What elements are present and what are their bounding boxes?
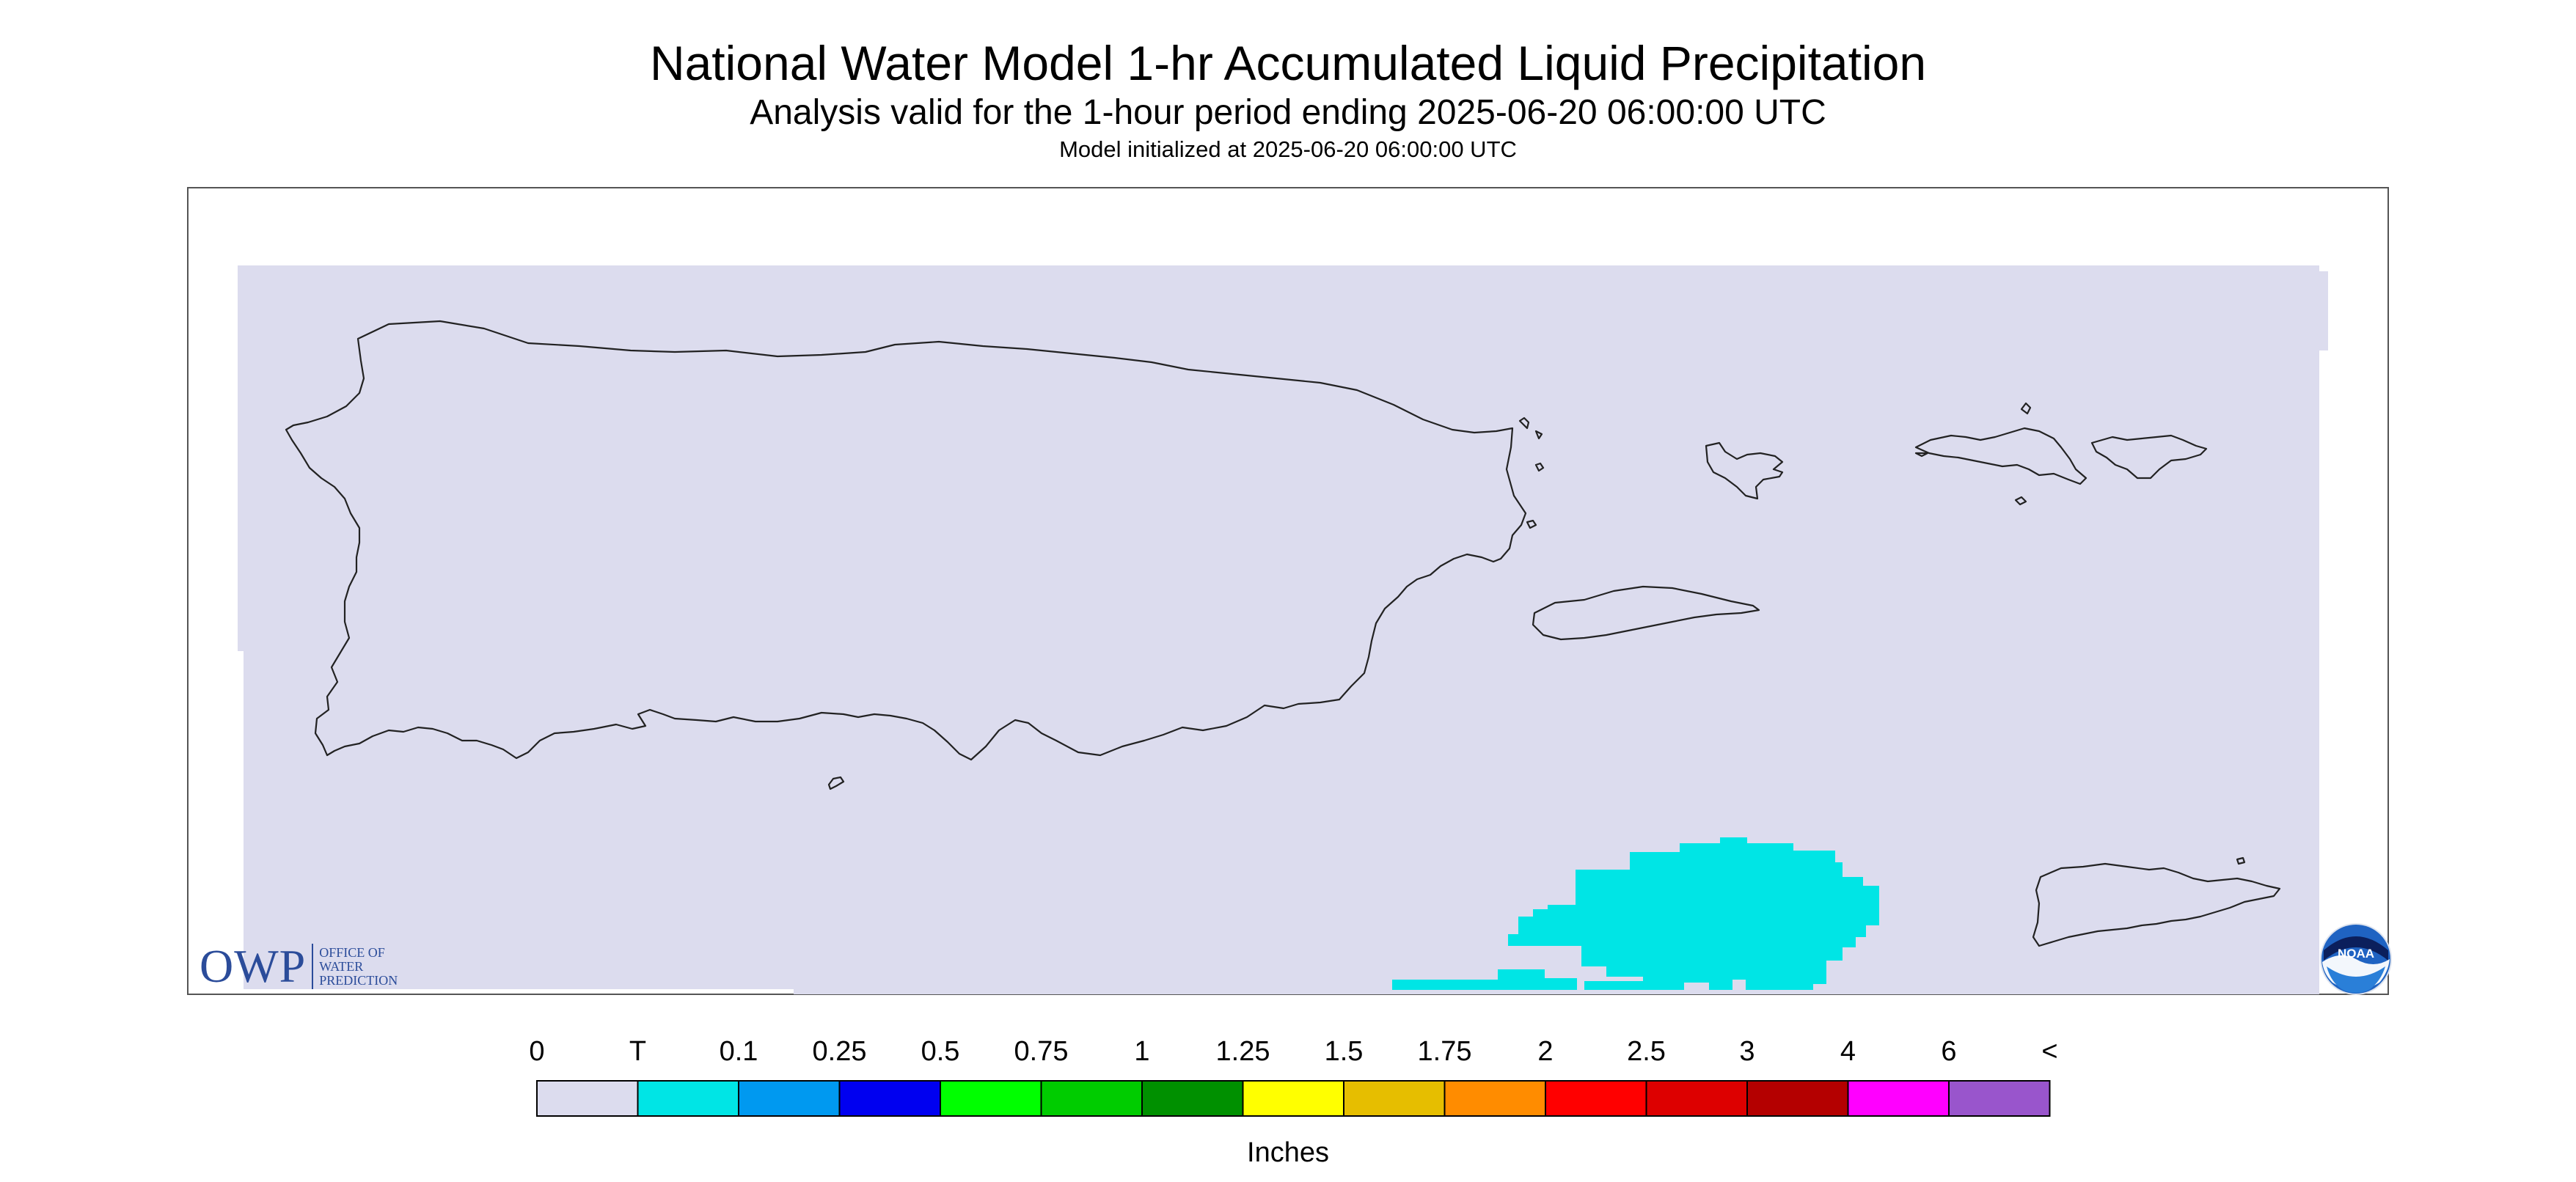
culebra-island-outline [1705, 441, 1784, 500]
legend-tick-label: 2 [1537, 1036, 1553, 1067]
st-thomas-outline [1914, 427, 2087, 485]
legend-tick-label: 3 [1739, 1036, 1754, 1067]
owp-logo-line-2: WATER [319, 958, 364, 974]
legend-bin [1847, 1080, 1950, 1117]
legend-tick-label: 0.25 [813, 1036, 867, 1067]
owp-logo-line-3: PREDICTION [319, 972, 398, 988]
legend-tick-label: 1.25 [1216, 1036, 1270, 1067]
vieques-outline [1532, 585, 1760, 641]
legend-tick-labels: 0 T 0.1 0.25 0.5 0.75 1 1.25 1.5 1.75 2 2.5 3 4 6 < [529, 1036, 2057, 1067]
coastlines [285, 320, 2281, 947]
legend-bin [1343, 1080, 1446, 1117]
legend-bin [1443, 1080, 1546, 1117]
noaa-logo-text: NOAA [2338, 947, 2374, 961]
legend-bin [1746, 1080, 1849, 1117]
trace-precip-area [1392, 837, 1879, 990]
legend-tick-label: 0.5 [921, 1036, 960, 1067]
legend-tick-label: 2.5 [1627, 1036, 1666, 1067]
owp-logo-mark: OWP [200, 940, 307, 992]
owp-logo: OWP OFFICE OF WATER PREDICTION [200, 937, 398, 996]
puerto-rico-outline [285, 320, 1527, 761]
owp-logo-divider [312, 944, 314, 989]
legend-bin [1040, 1080, 1143, 1117]
legend-bin [738, 1080, 841, 1117]
legend-bin [1545, 1080, 1647, 1117]
model-init-line: Model initialized at 2025-06-20 06:00:00… [1059, 136, 1517, 162]
legend-tick-label: 1.5 [1325, 1036, 1364, 1067]
legend-bin [1242, 1080, 1344, 1117]
legend-unit-label: Inches [1247, 1137, 1329, 1168]
legend-bin [940, 1080, 1042, 1117]
legend-bin [838, 1080, 941, 1117]
noaa-logo: NOAA [2320, 923, 2392, 995]
legend-tick-label: 4 [1840, 1036, 1856, 1067]
owp-logo-text: OFFICE OF WATER PREDICTION [319, 944, 398, 988]
legend-tick-label: 1.75 [1418, 1036, 1472, 1067]
legend-bin [1141, 1080, 1244, 1117]
legend-tick-label: < [2041, 1036, 2057, 1067]
st-john-outline [2090, 434, 2208, 480]
legend-tick-label: 6 [1941, 1036, 1956, 1067]
legend-tick-label: T [629, 1036, 646, 1067]
owp-logo-line-1: OFFICE OF [319, 944, 385, 960]
legend-tick-label: 0 [529, 1036, 544, 1067]
legend-bins [536, 1080, 2051, 1117]
legend-tick-label: 0.75 [1014, 1036, 1069, 1067]
legend-bin [1645, 1080, 1748, 1117]
legend-tick-label: 1 [1134, 1036, 1149, 1067]
caja-de-muertos-outline [827, 776, 845, 790]
map-subtitle: Analysis valid for the 1-hour period end… [750, 93, 1826, 132]
st-croix-outline [2032, 862, 2281, 947]
legend-tick-label: 0.1 [720, 1036, 758, 1067]
legend-bin [536, 1080, 639, 1117]
culebra-outline [1518, 416, 1543, 440]
legend-bin [637, 1080, 739, 1117]
legend-bin [1948, 1080, 2051, 1117]
model-domain-area [238, 265, 2328, 994]
map-title: National Water Model 1-hr Accumulated Li… [649, 36, 1927, 90]
